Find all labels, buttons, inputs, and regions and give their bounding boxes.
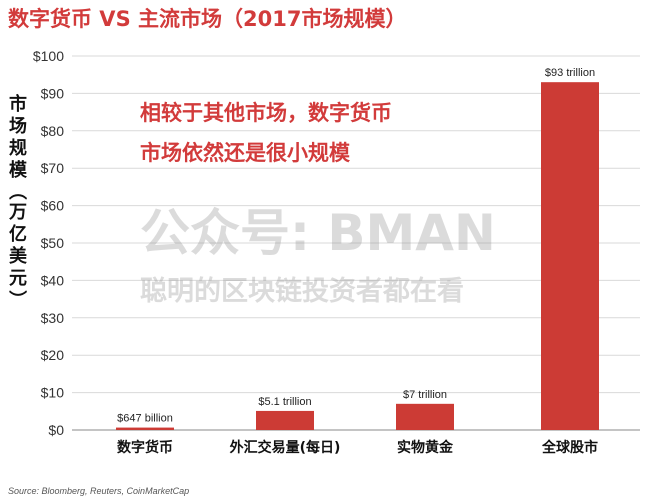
y-tick-label: $50 bbox=[41, 235, 65, 251]
y-axis-label-char: 万 bbox=[8, 202, 27, 223]
y-tick-label: $40 bbox=[41, 272, 65, 288]
bars bbox=[116, 82, 599, 431]
watermark-line1: 公众号: BMAN bbox=[140, 204, 496, 262]
category-label: 全球股市 bbox=[541, 439, 598, 456]
bar bbox=[541, 82, 599, 431]
data-label: $5.1 trillion bbox=[258, 396, 311, 408]
data-labels: $647 billion $5.1 trillion $7 trillion $93 … bbox=[117, 67, 595, 424]
chart-title: 数字货币 VS 主流市场（2017市场规模） bbox=[8, 7, 406, 31]
y-axis-label-char: 亿 bbox=[9, 223, 27, 245]
category-label: 实物黄金 bbox=[397, 439, 454, 456]
category-label: 数字货币 bbox=[117, 439, 173, 456]
y-tick-label: $30 bbox=[41, 310, 65, 326]
y-tick-label: $60 bbox=[41, 198, 65, 214]
y-axis-label-char: 元 bbox=[9, 268, 27, 289]
y-axis-label-char: 模 bbox=[9, 159, 28, 181]
y-tick-label: $20 bbox=[41, 347, 65, 363]
y-tick-label: $90 bbox=[41, 85, 65, 101]
watermark-line2: 聪明的区块链投资者都在看 bbox=[140, 275, 464, 307]
bar bbox=[116, 427, 174, 430]
y-tick-label: $70 bbox=[41, 160, 65, 176]
category-labels: 数字货币 外汇交易量(每日) 实物黄金 全球股市 bbox=[117, 439, 598, 456]
category-label: 外汇交易量(每日) bbox=[230, 439, 341, 456]
y-tick-label: $0 bbox=[48, 422, 64, 438]
data-label: $647 billion bbox=[117, 413, 173, 425]
annotation-line2: 市场依然还是很小规模 bbox=[140, 141, 351, 165]
data-label: $7 trillion bbox=[403, 389, 447, 401]
y-axis-label-char: 美 bbox=[9, 245, 27, 267]
y-tick-label: $80 bbox=[41, 123, 65, 139]
bar bbox=[396, 403, 454, 430]
y-axis-label-char: 规 bbox=[9, 138, 27, 159]
bar bbox=[256, 410, 314, 430]
y-tick-label: $10 bbox=[41, 385, 65, 401]
source-note: Source: Bloomberg, Reuters, CoinMarketCa… bbox=[8, 486, 189, 496]
annotation-line1: 相较于其他市场，数字货币 bbox=[140, 101, 392, 125]
y-tick-label: $100 bbox=[33, 48, 64, 64]
y-axis-label-char: （ bbox=[6, 182, 27, 200]
y-axis-label-char: ） bbox=[6, 290, 27, 308]
data-label: $93 trillion bbox=[545, 67, 595, 79]
y-axis-label-char: 市 bbox=[9, 93, 27, 115]
y-axis-ticks: $0 $10 $20 $30 $40 $50 $60 $70 $80 $90 $100 bbox=[33, 48, 64, 438]
y-axis-label-char: 场 bbox=[9, 116, 27, 137]
